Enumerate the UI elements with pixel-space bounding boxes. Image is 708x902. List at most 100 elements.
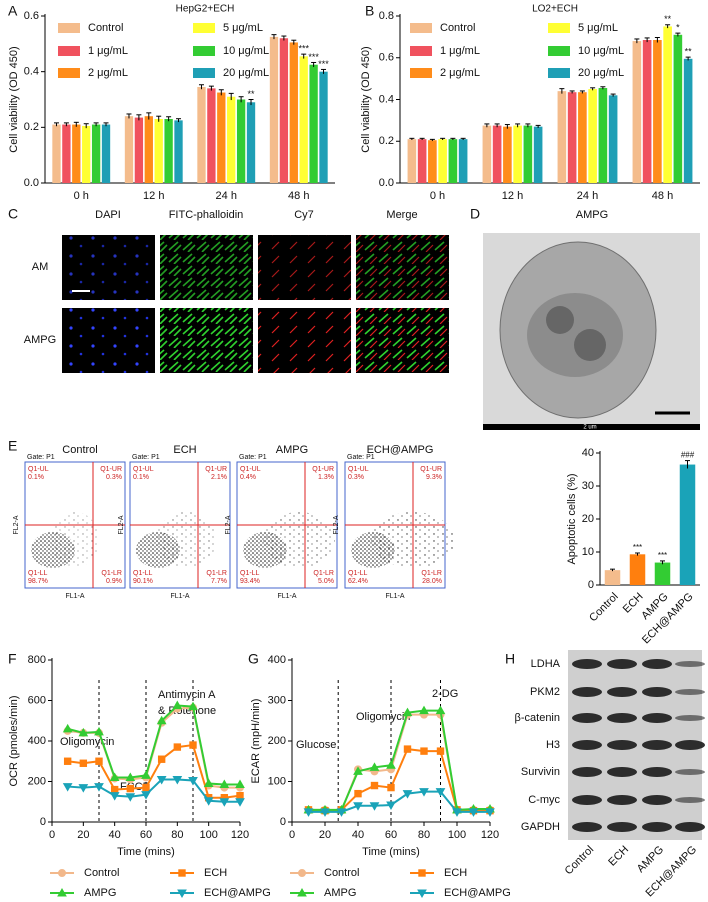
panel-label: D: [470, 206, 480, 222]
point: [63, 757, 72, 765]
blot-band: [572, 713, 602, 723]
point: [419, 788, 429, 797]
y-axis-label: FL2-A: [225, 515, 232, 534]
legend-label: 5 μg/mL: [223, 22, 263, 34]
y-axis-label: Apoptotic cells (%): [566, 473, 578, 564]
y-tick-label: 0: [280, 816, 286, 828]
y-axis-label: FL2-A: [13, 515, 20, 534]
point: [94, 726, 104, 736]
bar: [299, 56, 308, 183]
event-scatter: [51, 512, 99, 568]
x-tick-label: 60: [385, 829, 397, 841]
bar: [448, 139, 458, 183]
blot-band: [642, 795, 672, 805]
bar: [309, 64, 318, 183]
y-tick-label: 40: [582, 447, 594, 459]
quadrant-name: Q1-LL: [28, 570, 48, 577]
significance-label: ***: [633, 543, 642, 552]
point: [110, 785, 119, 794]
legend-marker: [297, 887, 307, 897]
row-label: AM: [32, 261, 49, 273]
bar: [319, 71, 328, 183]
point: [173, 743, 182, 751]
bar: [608, 95, 618, 183]
point: [436, 747, 445, 755]
x-tick-label: 0 h: [74, 190, 89, 202]
x-axis-label: Time (mins): [117, 846, 175, 858]
bar: [533, 126, 543, 183]
legend-swatch: [58, 68, 80, 78]
quadrant-percent: 1.3%: [318, 474, 334, 481]
x-tick-label: 48 h: [652, 190, 673, 202]
quadrant-percent: 7.7%: [211, 578, 227, 585]
legend-marker: [417, 889, 427, 899]
blot-band: [607, 795, 637, 805]
bar: [217, 92, 226, 183]
point: [452, 808, 462, 817]
bar: [578, 92, 587, 183]
blot-band: [675, 769, 705, 775]
blot-band: [572, 740, 602, 750]
blot-band: [572, 767, 602, 777]
micrograph-signal: [258, 235, 351, 300]
point: [386, 801, 396, 810]
quadrant-name: Q1-UR: [205, 466, 227, 473]
bar: [417, 139, 427, 183]
significance-label: ***: [318, 59, 329, 69]
blot-band: [642, 659, 672, 669]
y-tick-label: 200: [268, 735, 286, 747]
series-line: [308, 748, 490, 812]
x-tick-label: 20: [77, 829, 89, 841]
point: [188, 701, 198, 711]
bar: [588, 89, 597, 183]
event-label: Oligomycin: [60, 736, 114, 748]
bar: [289, 42, 298, 183]
y-axis-label: Cell viability (OD 450): [360, 46, 372, 152]
bar: [134, 117, 144, 183]
bar: [679, 464, 696, 585]
bar: [523, 125, 533, 183]
y-axis-label: ECAR (mpH/min): [250, 699, 262, 784]
series-line: [308, 709, 490, 811]
significance-label: **: [685, 46, 693, 56]
y-tick-label: 0: [40, 816, 46, 828]
quadrant-name: Q1-LL: [133, 570, 153, 577]
point: [189, 741, 197, 749]
point: [188, 776, 198, 786]
tem-nucleus: [527, 293, 623, 377]
quadrant-name: Q1-UL: [348, 466, 369, 473]
quadrant-name: Q1-UR: [312, 466, 334, 473]
point: [402, 790, 413, 799]
point: [419, 705, 429, 715]
y-tick-label: 400: [28, 735, 46, 747]
quadrant-name: Q1-UL: [28, 466, 49, 473]
legend-label: 10 μg/mL: [223, 45, 269, 57]
legend-label: 20 μg/mL: [223, 67, 269, 79]
gate-label: Gate: P1: [27, 454, 55, 461]
bar: [91, 124, 101, 183]
event-label: Oligomycin: [356, 711, 410, 723]
plot-title: Control: [62, 444, 97, 456]
x-tick-label: 100: [199, 829, 217, 841]
panel-label: F: [8, 651, 17, 667]
scale-label: 2 um: [583, 425, 596, 431]
column-label: DAPI: [95, 209, 121, 221]
y-tick-label: 0: [588, 579, 594, 591]
bar: [438, 139, 447, 183]
lane-label: AMPG: [635, 844, 666, 875]
micrograph-signal: [160, 308, 253, 373]
bar: [269, 36, 279, 183]
point: [157, 755, 166, 763]
bar: [82, 125, 91, 183]
x-tick-label: 20: [319, 829, 331, 841]
y-tick-label: 200: [28, 775, 46, 787]
series-line: [308, 713, 490, 812]
x-tick-label: 12 h: [143, 190, 164, 202]
point: [109, 792, 120, 801]
point: [79, 759, 88, 767]
legend-label: ECH@AMPG: [444, 887, 511, 899]
legend-marker: [418, 869, 426, 877]
point: [320, 808, 330, 817]
gate-label: Gate: P1: [239, 454, 267, 461]
x-tick-label: 120: [481, 829, 499, 841]
